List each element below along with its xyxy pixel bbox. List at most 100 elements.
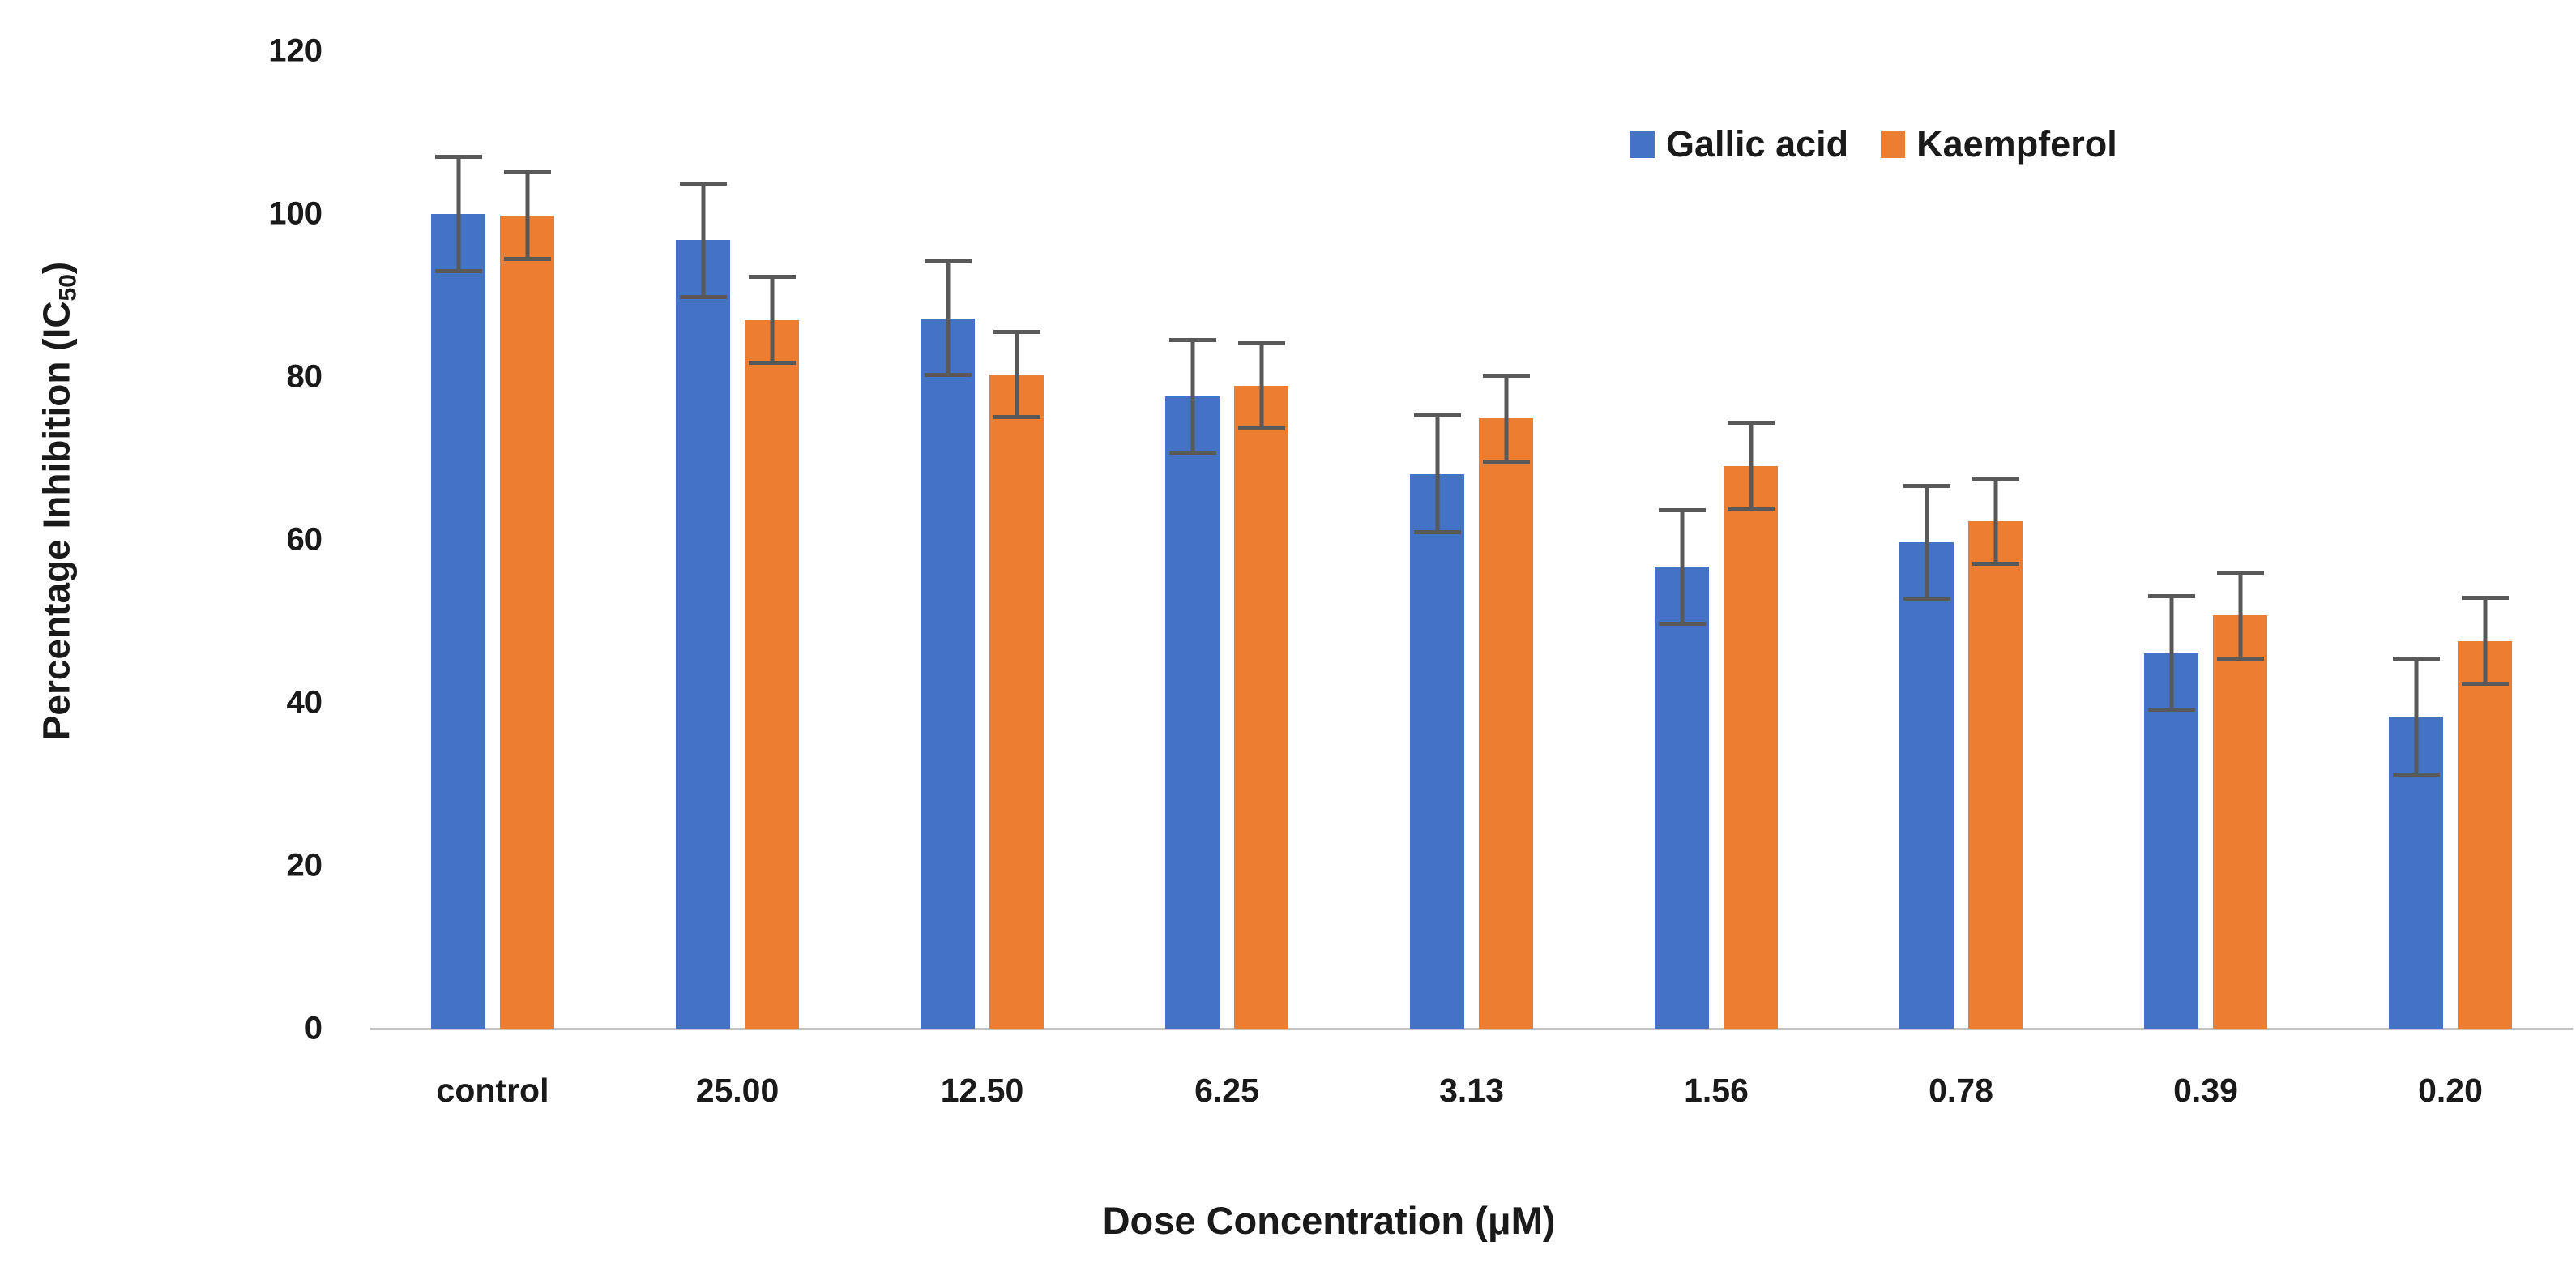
x-axis-baseline	[370, 1028, 2573, 1030]
error-bar-gallic-acid	[924, 259, 972, 377]
error-bar-top-cap	[1972, 476, 2019, 481]
error-bar-gallic-acid	[2147, 594, 2195, 713]
y-axis-tick-label: 20	[286, 847, 323, 884]
error-bar-line	[1190, 337, 1194, 456]
error-bar-bottom-cap	[1237, 426, 1285, 431]
y-axis-tick-label: 100	[268, 195, 323, 232]
bar-kaempferol	[500, 216, 554, 1029]
error-bar-kaempferol	[1972, 476, 2019, 567]
x-axis-category-label: 25.00	[695, 1072, 780, 1109]
error-bar-line	[1993, 476, 1997, 567]
error-bar-line	[1435, 413, 1439, 534]
error-bar-line	[2169, 594, 2173, 713]
error-bar-kaempferol	[2216, 571, 2264, 661]
error-bar-top-cap	[503, 169, 551, 174]
bar-gallic-acid	[1899, 542, 1954, 1029]
error-bar-top-cap	[434, 154, 482, 159]
error-bar-gallic-acid	[1168, 337, 1216, 456]
x-axis-category-label: control	[436, 1072, 549, 1109]
error-bar-gallic-acid	[1903, 483, 1950, 601]
x-axis-category-label: 1.56	[1684, 1072, 1749, 1109]
error-bar-line	[1015, 329, 1019, 420]
error-bar-line	[1680, 507, 1684, 626]
error-bar-gallic-acid	[434, 154, 482, 274]
error-bar-top-cap	[2461, 596, 2509, 601]
error-bar-bottom-cap	[924, 372, 972, 377]
bar-gallic-acid	[2144, 653, 2198, 1029]
y-axis-title: Percentage Inhibition (IC50)	[35, 262, 83, 741]
error-bar-kaempferol	[993, 329, 1040, 420]
error-bar-top-cap	[748, 275, 796, 280]
x-axis-category-label: 6.25	[1194, 1072, 1259, 1109]
bar-gallic-acid	[1410, 473, 1464, 1029]
x-axis-category-label: 0.20	[2418, 1072, 2483, 1109]
error-bar-line	[1259, 340, 1263, 431]
error-bar-line	[456, 154, 460, 274]
error-bar-top-cap	[1413, 413, 1461, 418]
error-bar-bottom-cap	[2461, 681, 2509, 686]
x-axis-category-label: 3.13	[1439, 1072, 1504, 1109]
error-bar-line	[1749, 421, 1753, 511]
y-axis-title-suffix: )	[35, 261, 78, 275]
x-axis-category-label: 12.50	[940, 1072, 1024, 1109]
error-bar-gallic-acid	[679, 181, 727, 299]
bar-gallic-acid	[676, 240, 730, 1029]
error-bar-line	[525, 169, 529, 262]
error-bar-line	[2414, 656, 2418, 777]
x-axis-category-label: 0.78	[1929, 1072, 1993, 1109]
error-bar-gallic-acid	[2392, 656, 2440, 777]
legend-swatch-kaempferol-icon	[1881, 131, 1906, 158]
error-bar-bottom-cap	[2147, 708, 2195, 713]
error-bar-gallic-acid	[1658, 507, 1706, 626]
bar-gallic-acid	[431, 214, 485, 1029]
error-bar-bottom-cap	[679, 294, 727, 299]
legend-label-gallic-acid: Gallic acid	[1666, 123, 1849, 165]
error-bar-top-cap	[679, 181, 727, 186]
error-bar-bottom-cap	[1413, 529, 1461, 534]
error-bar-kaempferol	[748, 275, 796, 365]
x-axis-category-label: 0.39	[2173, 1072, 2238, 1109]
y-axis-tick-label: 60	[286, 521, 323, 558]
error-bar-top-cap	[1727, 421, 1775, 426]
y-axis-tick-label: 40	[286, 684, 323, 721]
error-bar-top-cap	[2392, 656, 2440, 661]
error-bar-bottom-cap	[2216, 656, 2264, 661]
error-bar-bottom-cap	[503, 257, 551, 262]
legend-label-kaempferol: Kaempferol	[1916, 123, 2117, 165]
x-axis-title: Dose Concentration (μM)	[1102, 1199, 1556, 1242]
y-axis-title-text: Percentage Inhibition (IC	[35, 301, 78, 741]
error-bar-bottom-cap	[1658, 621, 1706, 626]
bar-kaempferol	[2213, 615, 2267, 1029]
bar-kaempferol	[989, 374, 1044, 1029]
error-bar-line	[1925, 483, 1929, 601]
error-bar-gallic-acid	[1413, 413, 1461, 534]
error-bar-line	[701, 181, 705, 299]
error-bar-line	[2238, 571, 2242, 661]
legend-item-gallic-acid: Gallic acid	[1630, 123, 1848, 165]
error-bar-bottom-cap	[1903, 597, 1950, 601]
bar-gallic-acid	[1655, 567, 1709, 1029]
bar-kaempferol	[1968, 520, 2023, 1029]
y-axis-title-subscript: 50	[54, 274, 82, 302]
error-bar-top-cap	[2147, 594, 2195, 599]
error-bar-top-cap	[2216, 571, 2264, 576]
error-bar-top-cap	[1903, 483, 1950, 488]
error-bar-bottom-cap	[993, 415, 1040, 420]
legend: Gallic acid Kaempferol	[1630, 123, 2117, 165]
bar-kaempferol	[2458, 640, 2512, 1029]
legend-swatch-gallic-acid-icon	[1630, 131, 1655, 158]
error-bar-top-cap	[1658, 507, 1706, 512]
error-bar-top-cap	[924, 259, 972, 264]
bar-gallic-acid	[1165, 396, 1220, 1029]
error-bar-kaempferol	[1482, 373, 1530, 464]
legend-item-kaempferol: Kaempferol	[1881, 123, 2117, 165]
error-bar-top-cap	[1168, 337, 1216, 342]
error-bar-line	[1504, 373, 1508, 464]
y-axis-tick-label: 120	[268, 32, 323, 69]
error-bar-bottom-cap	[2392, 773, 2440, 777]
error-bar-bottom-cap	[1482, 459, 1530, 464]
error-bar-top-cap	[1237, 340, 1285, 345]
error-bar-bottom-cap	[1727, 506, 1775, 511]
error-bar-bottom-cap	[1168, 451, 1216, 456]
